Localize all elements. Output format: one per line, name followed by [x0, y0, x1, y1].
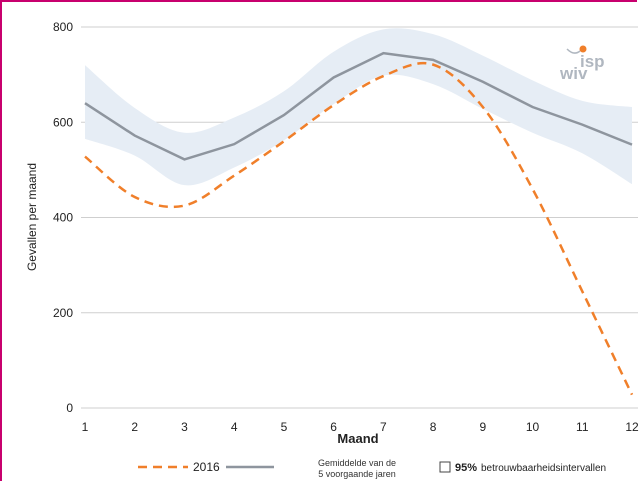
logo-text-wiv: wiv — [559, 64, 588, 83]
y-tick-400: 400 — [53, 211, 73, 225]
logo-text-isp: isp — [580, 52, 605, 71]
series-2016-line — [84, 62, 634, 396]
legend: 2016 Gemiddelde van de 5 voorgaande jare… — [138, 458, 606, 479]
y-axis-title: Gevallen per maand — [25, 163, 39, 271]
logo-swoosh-icon — [566, 48, 581, 54]
x-tick-2: 2 — [131, 420, 138, 434]
x-axis-title: Maand — [337, 431, 378, 446]
x-tick-7: 7 — [380, 420, 387, 434]
x-tick-5: 5 — [281, 420, 288, 434]
y-tick-labels: 0 200 400 600 800 — [53, 20, 73, 415]
legend-mean-label-line2: 5 voorgaande jaren — [318, 469, 396, 479]
y-tick-800: 800 — [53, 20, 73, 34]
x-tick-10: 10 — [526, 420, 540, 434]
x-tick-6: 6 — [330, 420, 337, 434]
x-tick-4: 4 — [231, 420, 238, 434]
series-lines — [84, 51, 634, 396]
legend-band-swatch — [439, 461, 451, 473]
series-mean-line — [84, 51, 633, 161]
isp-wiv-logo: isp wiv — [559, 45, 605, 83]
y-tick-0: 0 — [66, 401, 73, 415]
y-tick-600: 600 — [53, 115, 73, 129]
x-tick-12: 12 — [625, 420, 639, 434]
logo-dot-icon — [579, 45, 587, 53]
legend-2016-label: 2016 — [193, 460, 220, 474]
x-tick-3: 3 — [181, 420, 188, 434]
x-tick-labels: 1 2 3 4 5 6 7 8 9 10 11 12 — [82, 420, 639, 434]
legend-band-label: betrouwbaarheidsintervallen — [481, 463, 606, 474]
legend-mean-label-line1: Gemiddelde van de — [318, 458, 396, 468]
y-tick-200: 200 — [53, 306, 73, 320]
x-tick-1: 1 — [82, 420, 89, 434]
legend-band-percent: 95% — [455, 462, 477, 474]
x-tick-9: 9 — [479, 420, 486, 434]
confidence-band — [85, 28, 632, 186]
x-tick-11: 11 — [576, 420, 589, 434]
x-tick-8: 8 — [430, 420, 437, 434]
